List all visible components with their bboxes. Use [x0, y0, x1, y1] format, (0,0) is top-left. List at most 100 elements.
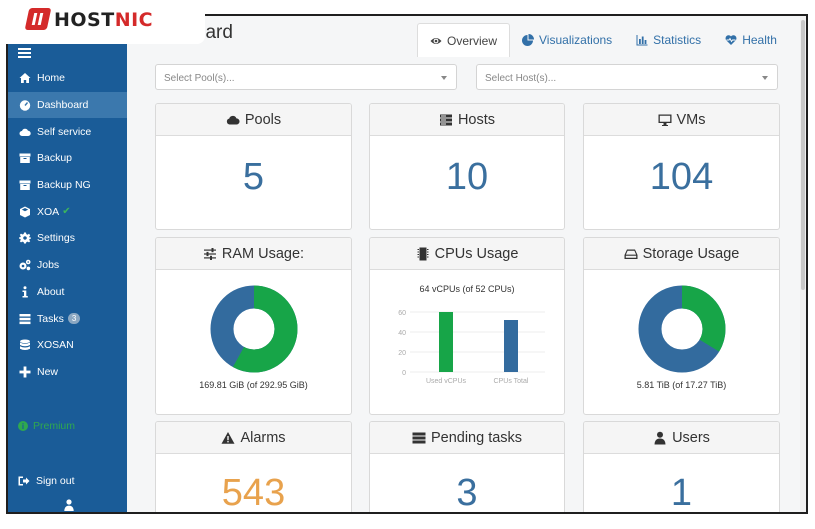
storage-usage-donut: [638, 285, 726, 373]
host-select-placeholder: Select Host(s)...: [485, 73, 557, 84]
microchip-icon: [417, 247, 429, 260]
sidebar-item-label: Self service: [37, 125, 92, 138]
sidebar-nav: Home Dashboard Self service Backup Backu…: [8, 65, 127, 385]
storage-used-slice[interactable]: [638, 285, 726, 373]
pools-title: Pools: [244, 111, 282, 128]
tab-health[interactable]: Health: [713, 23, 789, 57]
ram-usage-donut: [210, 285, 298, 373]
logo-text: HOSTNIC: [54, 9, 153, 31]
sidebar-item-label: XOA: [37, 205, 60, 218]
vms-count[interactable]: 104: [649, 156, 714, 198]
sign-out-icon: [18, 476, 30, 486]
tasks-icon: [18, 313, 32, 325]
storage-title: Storage Usage: [642, 245, 740, 262]
home-icon: [18, 72, 32, 84]
tab-label: Statistics: [653, 33, 702, 47]
logo-text-accent: NIC: [114, 9, 154, 31]
sidebar-item-self-service[interactable]: Self service: [8, 118, 127, 145]
pending-tasks-card-header: Pending tasks: [370, 422, 564, 454]
users-card-header: Users: [584, 422, 779, 454]
storage-usage-card: Storage Usage 5.81 TiB (of 17.27 TiB): [583, 237, 780, 415]
cpu-bar-chart: 60 40 20 0 Used vCPUs CPUs Total: [398, 310, 545, 385]
sidebar-item-label: Home: [37, 72, 66, 85]
alarms-count[interactable]: 543: [221, 472, 286, 514]
cpu-bar[interactable]: [439, 312, 453, 372]
alarms-card-header: Alarms: [156, 422, 351, 454]
cloud-icon: [18, 126, 32, 138]
ram-used-slice[interactable]: [210, 285, 298, 373]
hostnic-logo: HOSTNIC: [0, 0, 205, 44]
tab-overview[interactable]: Overview: [417, 23, 511, 57]
cube-icon: [18, 206, 32, 218]
archive-icon: [18, 152, 32, 164]
sidebar-item-new[interactable]: New: [8, 359, 127, 386]
sidebar-item-xosan[interactable]: XOSAN: [8, 332, 127, 359]
sidebar-item-label: Backup NG: [37, 179, 91, 192]
tab-visualizations[interactable]: Visualizations: [510, 23, 624, 57]
scrollbar[interactable]: [800, 16, 806, 512]
check-icon: ✔: [62, 206, 71, 218]
app-window: Home Dashboard Self service Backup Backu…: [6, 14, 808, 514]
plus-icon: [18, 366, 32, 378]
sidebar-item-label: Dashboard: [37, 99, 89, 112]
pools-card-header: Pools: [156, 104, 351, 136]
gears-icon: [18, 259, 32, 271]
pools-count[interactable]: 5: [242, 156, 265, 198]
sidebar-item-about[interactable]: About: [8, 279, 127, 306]
info-circle-icon: i: [18, 421, 28, 431]
sidebar-item-label: New: [37, 365, 59, 378]
scrollbar-thumb[interactable]: [801, 20, 805, 290]
premium-link[interactable]: i Premium: [18, 420, 75, 432]
archive-icon: [18, 179, 32, 191]
sidebar-item-settings[interactable]: Settings: [8, 225, 127, 252]
cpus-card-header: CPUs Usage: [370, 238, 564, 270]
hdd-icon: [624, 249, 638, 259]
sign-out-label: Sign out: [36, 475, 75, 487]
pending-tasks-title: Pending tasks: [430, 429, 523, 446]
menu-toggle-icon[interactable]: [18, 48, 31, 59]
sidebar-item-label: About: [37, 285, 65, 298]
y-tick-label: 60: [398, 310, 406, 317]
dashboard-icon: [18, 99, 32, 111]
logo-text-prefix: HOST: [54, 9, 115, 31]
pools-card: Pools 5: [155, 103, 352, 230]
y-tick-label: 40: [398, 330, 406, 337]
pie-chart-icon: [522, 34, 535, 46]
ram-usage-card: RAM Usage: 169.81 GiB (of 292.95 GiB): [155, 237, 352, 415]
sidebar-item-tasks[interactable]: Tasks 3: [8, 305, 127, 332]
sidebar-item-home[interactable]: Home: [8, 65, 127, 92]
sidebar-item-backup-ng[interactable]: Backup NG: [8, 172, 127, 199]
pool-select-placeholder: Select Pool(s)...: [164, 73, 235, 84]
pending-tasks-count[interactable]: 3: [456, 472, 478, 514]
user-icon: [654, 431, 666, 444]
bar-chart-icon: [636, 35, 648, 46]
user-profile-icon[interactable]: [64, 498, 74, 512]
sidebar-item-backup[interactable]: Backup: [8, 145, 127, 172]
users-count[interactable]: 1: [670, 472, 693, 514]
gear-icon: [18, 232, 32, 244]
ram-card-header: RAM Usage:: [156, 238, 351, 270]
sidebar-item-label: Settings: [37, 232, 75, 245]
cpus-usage-text: 64 vCPUs (of 52 CPUs): [419, 284, 515, 294]
server-icon: [439, 114, 452, 125]
sign-out-button[interactable]: Sign out: [18, 475, 75, 487]
tab-statistics[interactable]: Statistics: [624, 23, 713, 57]
sidebar-item-label: Backup: [37, 152, 73, 165]
sidebar-item-label: Tasks: [37, 312, 64, 325]
sidebar-item-jobs[interactable]: Jobs: [8, 252, 127, 279]
host-select[interactable]: Select Host(s)...: [476, 64, 778, 90]
view-tabs: Overview Visualizations Statistics Healt…: [417, 23, 789, 57]
cpus-title: CPUs Usage: [434, 245, 519, 262]
hosts-count[interactable]: 10: [445, 156, 489, 198]
sidebar-item-label: XOSAN: [37, 339, 74, 352]
storage-usage-text: 5.81 TiB (of 17.27 TiB): [636, 380, 727, 390]
sidebar-item-xoa[interactable]: XOA ✔: [8, 198, 127, 225]
vms-title: VMs: [676, 111, 706, 128]
tab-label: Overview: [447, 33, 498, 48]
tasks-icon: [412, 432, 426, 443]
cpu-bar[interactable]: [504, 320, 518, 372]
pool-select[interactable]: Select Pool(s)...: [155, 64, 457, 90]
tab-label: Health: [742, 33, 777, 47]
premium-label: Premium: [33, 420, 76, 432]
sidebar-item-dashboard[interactable]: Dashboard: [8, 91, 127, 119]
